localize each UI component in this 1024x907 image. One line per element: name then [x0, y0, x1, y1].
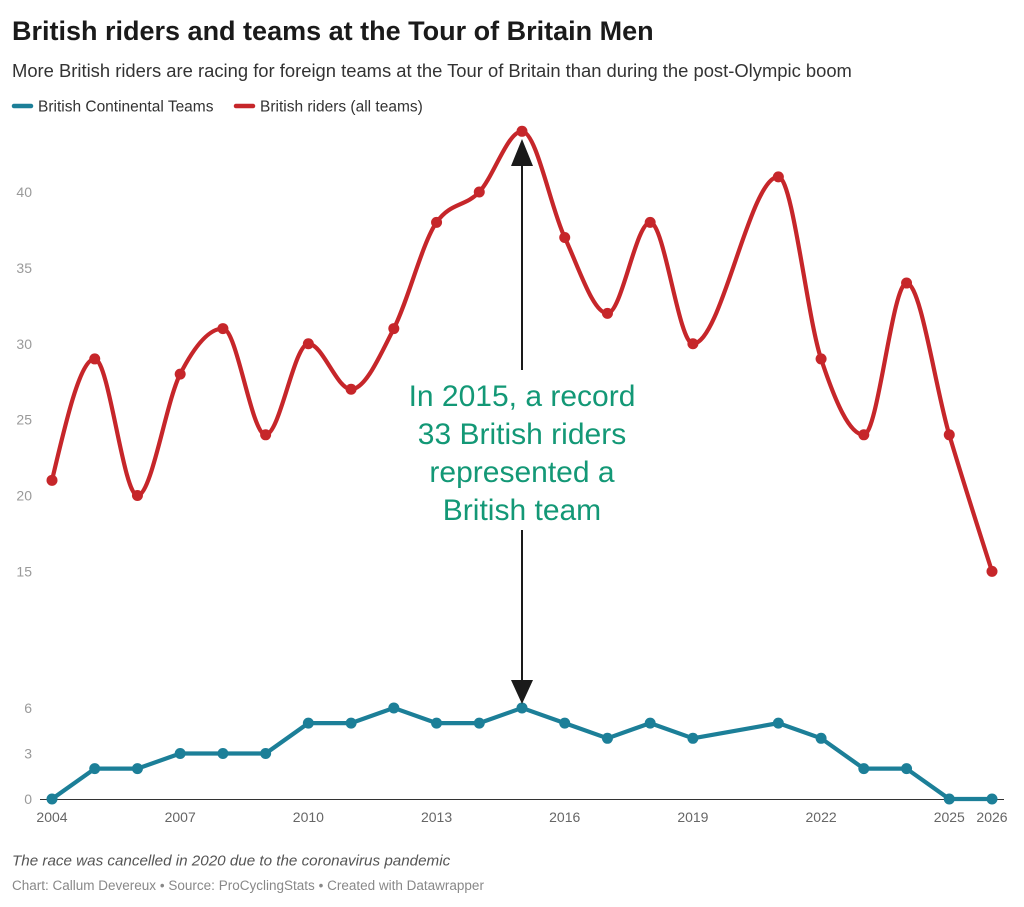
data-point-british-continental-teams[interactable]: [431, 717, 443, 729]
data-point-british-riders-all-teams[interactable]: [431, 216, 443, 228]
footer-separator: •: [160, 878, 165, 893]
y-axis: 0 3 6 15 20 25 30 35 40: [16, 184, 32, 807]
footer-source-label: Source:: [168, 878, 215, 893]
data-point-british-riders-all-teams[interactable]: [345, 383, 357, 395]
data-point-british-continental-teams[interactable]: [943, 793, 955, 805]
chart-notes: The race was cancelled in 2020 due to th…: [12, 853, 451, 870]
source-link[interactable]: ProCyclingStats: [219, 878, 315, 893]
data-point-british-continental-teams[interactable]: [89, 763, 101, 775]
data-point-british-riders-all-teams[interactable]: [901, 277, 913, 289]
data-point-british-continental-teams[interactable]: [772, 717, 784, 729]
y-tick-label: 3: [24, 745, 32, 761]
data-point-british-continental-teams[interactable]: [986, 793, 998, 805]
arrow-up-icon: [511, 139, 533, 166]
data-point-british-continental-teams[interactable]: [260, 747, 272, 759]
data-point-british-continental-teams[interactable]: [901, 763, 913, 775]
data-point-british-continental-teams[interactable]: [388, 702, 400, 714]
x-tick-label: 2016: [549, 809, 580, 825]
data-point-british-continental-teams[interactable]: [687, 732, 699, 744]
data-point-british-riders-all-teams[interactable]: [388, 323, 400, 335]
series-british-riders-all-teams: [46, 125, 998, 577]
y-tick-label: 6: [24, 700, 32, 716]
data-point-british-continental-teams[interactable]: [174, 747, 186, 759]
y-tick-label: 30: [16, 336, 32, 352]
annotation-line: British team: [443, 494, 601, 527]
plot-area: [46, 125, 998, 805]
annotation-line: represented a: [429, 456, 614, 489]
data-point-british-riders-all-teams[interactable]: [131, 490, 143, 501]
data-point-british-riders-all-teams[interactable]: [89, 353, 101, 365]
data-point-british-continental-teams[interactable]: [302, 717, 314, 729]
x-tick-label: 2004: [36, 809, 67, 825]
line-british-continental-teams: [49, 705, 995, 802]
data-point-british-continental-teams[interactable]: [46, 793, 58, 805]
annotation: In 2015, a record 33 British riders repr…: [409, 139, 636, 704]
data-point-british-riders-all-teams[interactable]: [217, 323, 229, 335]
annotation-line: 33 British riders: [418, 418, 626, 451]
data-point-british-riders-all-teams[interactable]: [559, 232, 571, 244]
data-point-british-riders-all-teams[interactable]: [772, 171, 784, 183]
series-british-continental-teams: [46, 702, 998, 805]
y-tick-label: 0: [24, 791, 32, 807]
data-point-british-continental-teams[interactable]: [131, 763, 143, 775]
footer-byline: Chart: Callum Devereux: [12, 878, 156, 893]
datawrapper-credit-link[interactable]: Created with Datawrapper: [327, 878, 484, 893]
legend-item-british-continental-teams: British Continental Teams: [11, 99, 214, 116]
x-tick-label: 2007: [165, 809, 196, 825]
data-point-british-riders-all-teams[interactable]: [174, 368, 186, 380]
data-point-british-riders-all-teams[interactable]: [687, 338, 699, 350]
data-point-british-riders-all-teams[interactable]: [46, 474, 58, 486]
data-point-british-continental-teams[interactable]: [601, 732, 613, 744]
data-point-british-continental-teams[interactable]: [217, 747, 229, 759]
data-point-british-continental-teams[interactable]: [858, 763, 870, 775]
x-tick-label: 2013: [421, 809, 452, 825]
data-point-british-riders-all-teams[interactable]: [644, 216, 656, 228]
legend-label: British Continental Teams: [38, 99, 214, 116]
legend-item-british-riders-all-teams: British riders (all teams): [233, 99, 423, 116]
data-point-british-riders-all-teams[interactable]: [815, 353, 827, 365]
data-point-british-riders-all-teams[interactable]: [601, 307, 613, 319]
x-tick-label: 2019: [677, 809, 708, 825]
chart-subtitle: More British riders are racing for forei…: [12, 60, 852, 81]
x-tick-label: 2026: [976, 809, 1007, 825]
legend: British Continental Teams British riders…: [11, 99, 423, 116]
data-point-british-continental-teams[interactable]: [644, 717, 656, 729]
data-point-british-riders-all-teams[interactable]: [260, 429, 272, 441]
footer: Chart: Callum Devereux • Source: ProCycling…: [12, 878, 484, 893]
data-point-british-continental-teams[interactable]: [559, 717, 571, 729]
data-point-british-riders-all-teams[interactable]: [302, 338, 314, 350]
arrow-down-icon: [511, 680, 533, 704]
x-tick-label: 2022: [806, 809, 837, 825]
data-point-british-continental-teams[interactable]: [516, 702, 528, 714]
legend-label: British riders (all teams): [260, 99, 423, 116]
data-point-british-riders-all-teams[interactable]: [986, 565, 998, 577]
y-tick-label: 15: [16, 563, 32, 579]
x-tick-label: 2010: [293, 809, 324, 825]
y-tick-label: 20: [16, 488, 32, 504]
y-tick-label: 40: [16, 184, 32, 200]
y-tick-label: 35: [16, 260, 32, 276]
data-point-british-riders-all-teams[interactable]: [858, 429, 870, 441]
data-point-british-continental-teams[interactable]: [345, 717, 357, 729]
annotation-line: In 2015, a record: [409, 380, 636, 413]
y-tick-label: 25: [16, 412, 32, 428]
chart-title: British riders and teams at the Tour of …: [12, 16, 654, 46]
data-point-british-continental-teams[interactable]: [815, 732, 827, 744]
data-point-british-riders-all-teams[interactable]: [943, 429, 955, 441]
data-point-british-riders-all-teams[interactable]: [516, 125, 528, 137]
x-axis: 2004 2007 2010 2013 2016 2019 2022 2025 2026: [36, 809, 1007, 825]
data-point-british-continental-teams[interactable]: [473, 717, 485, 729]
data-point-british-riders-all-teams[interactable]: [473, 186, 485, 198]
x-tick-label: 2025: [934, 809, 965, 825]
footer-separator: •: [319, 878, 324, 893]
